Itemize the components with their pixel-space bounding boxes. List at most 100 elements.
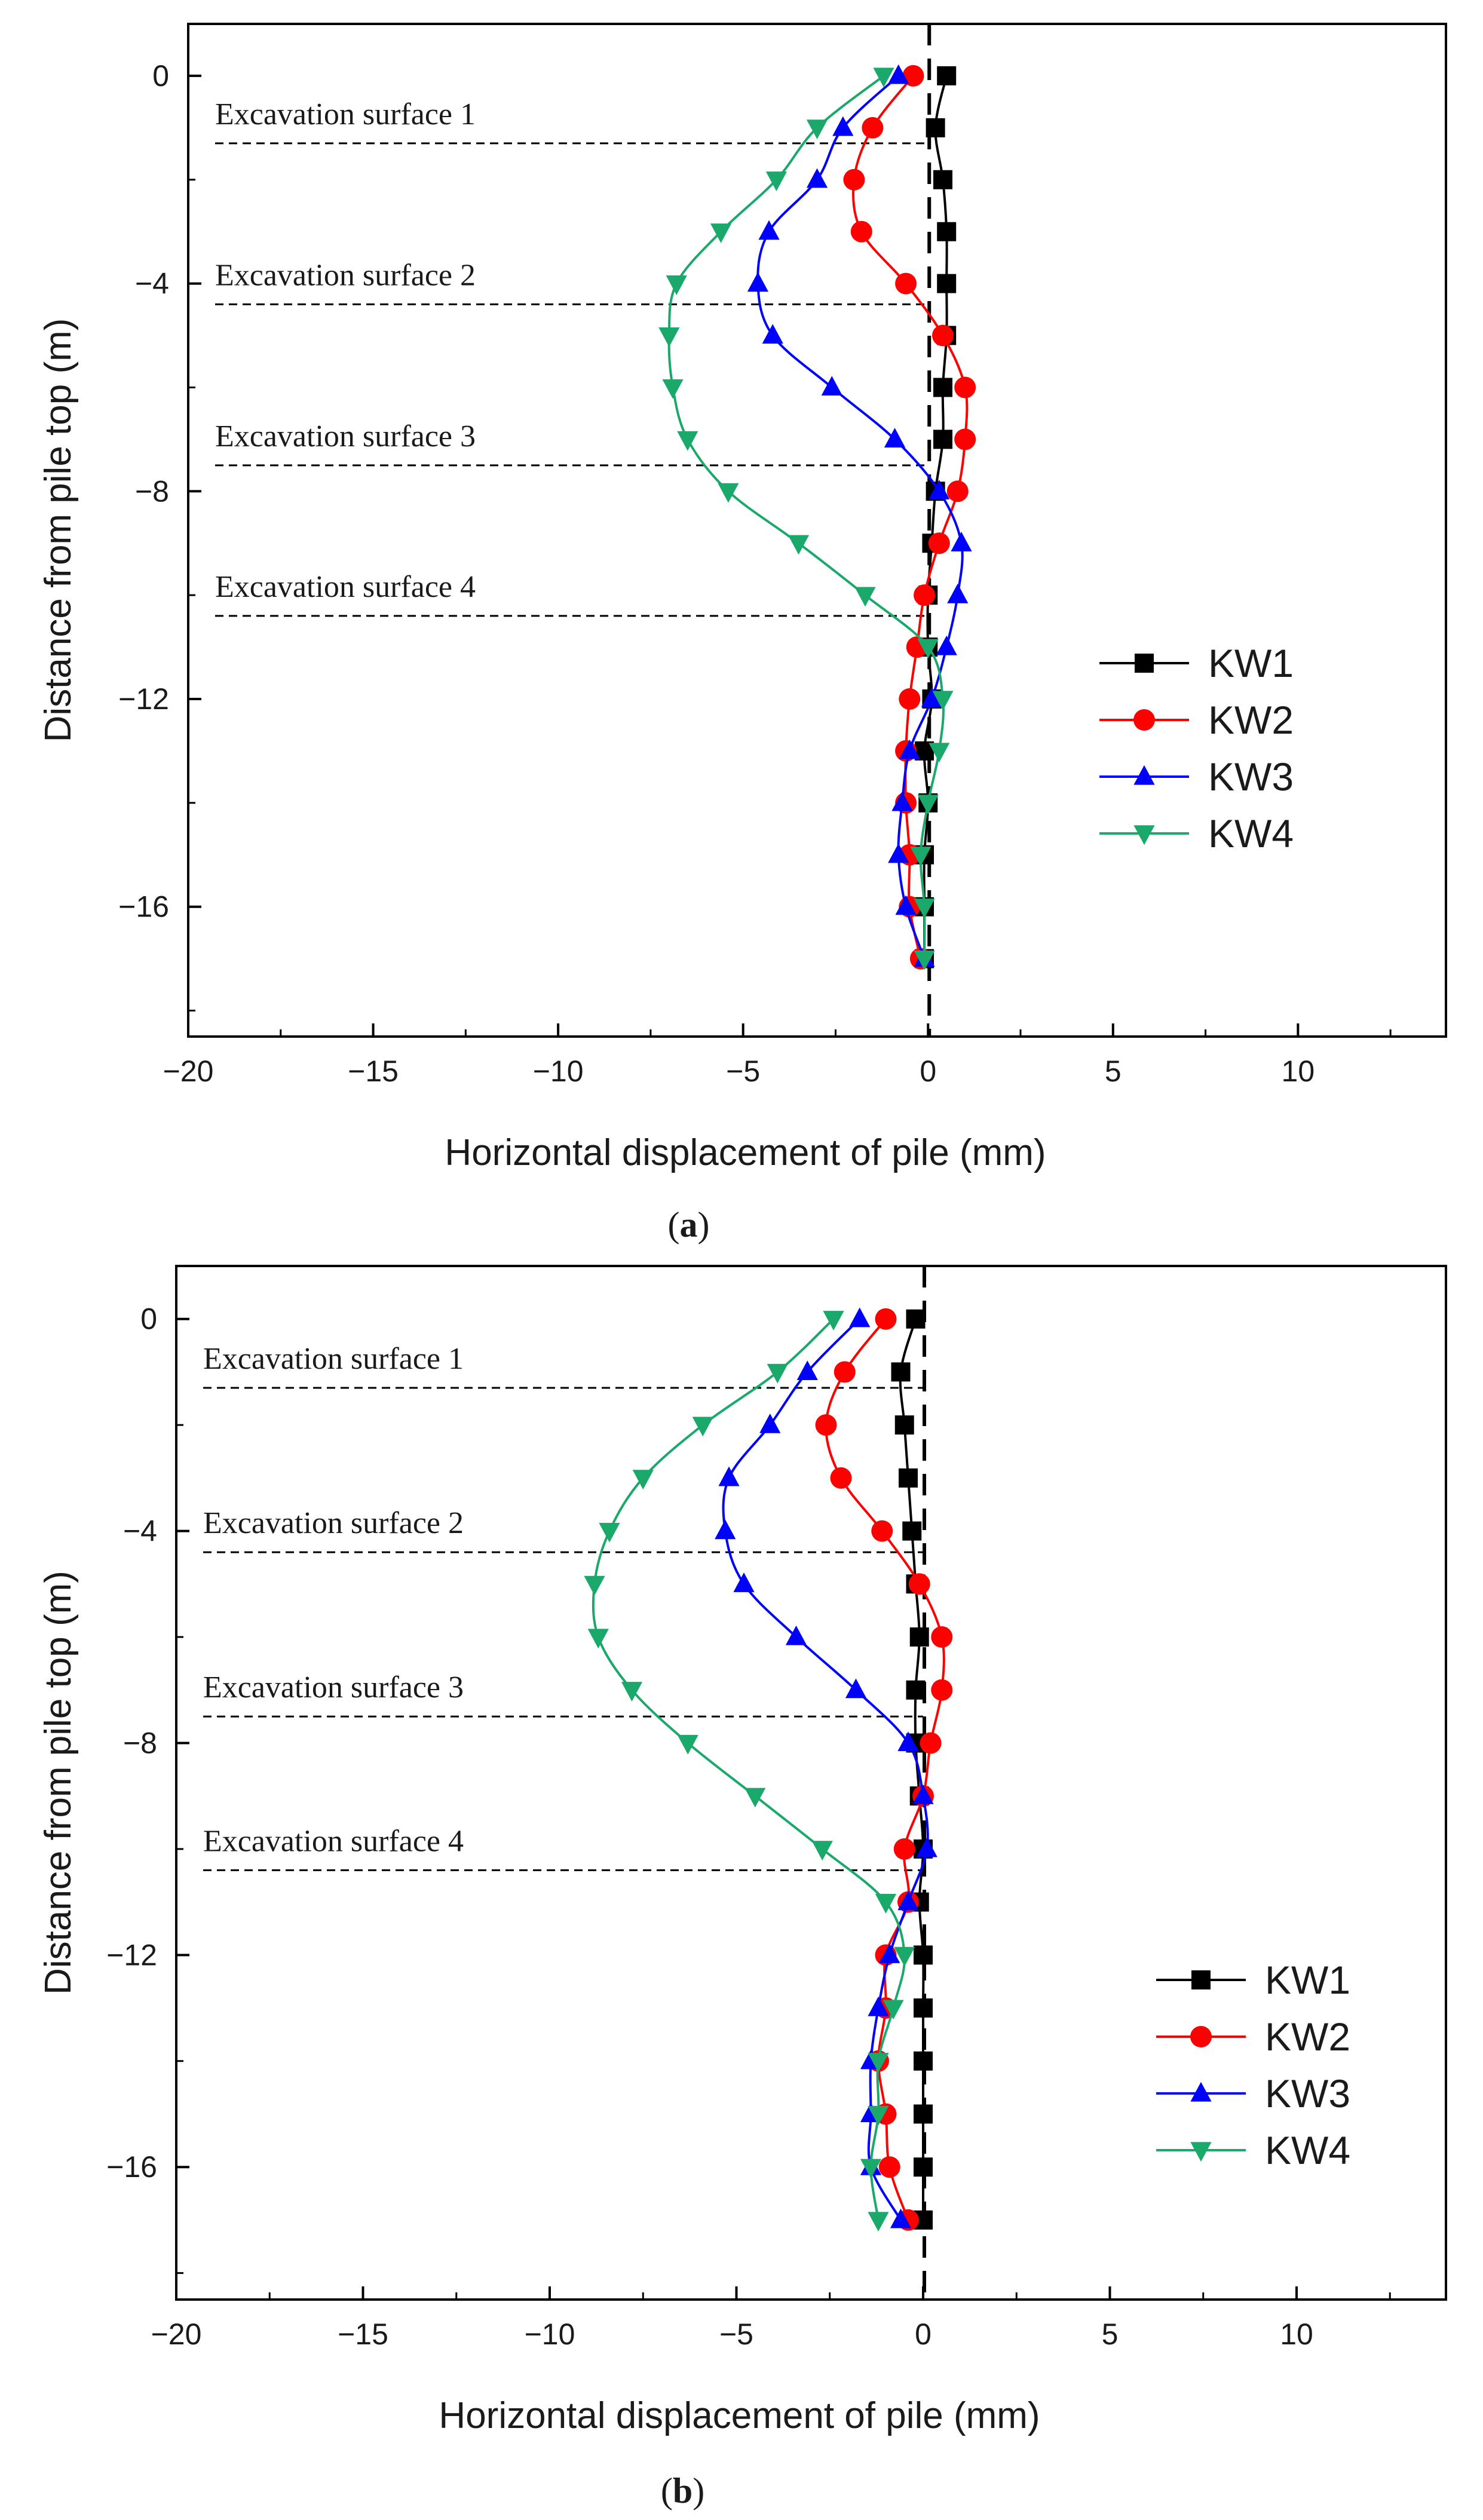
- data-point-KW4: [875, 1894, 897, 1914]
- data-point-KW2: [902, 65, 924, 87]
- data-point-KW4: [883, 2000, 904, 2020]
- y-tick-label: −8: [123, 1726, 157, 1759]
- x-tick-label: −15: [348, 1054, 399, 1088]
- data-point-KW3: [849, 1307, 871, 1328]
- data-point-KW2: [834, 1361, 856, 1383]
- y-axis-title: Distance from pile top (m): [38, 1571, 79, 1995]
- x-tick-label: −10: [525, 2317, 575, 2351]
- data-point-KW3: [715, 1519, 736, 1540]
- legend-marker-KW1: [1135, 654, 1154, 673]
- data-point-KW3: [888, 64, 909, 84]
- chart-a: −20 −15 −10 −5 0 5 10 0 −4 −8 −12 −16 Horizontal dis…: [38, 23, 1447, 1244]
- y-tick-label: −16: [106, 2150, 157, 2184]
- x-tick-label: 0: [920, 1054, 936, 1088]
- excavation-surface-label: Excavation surface 2: [215, 258, 476, 292]
- legend-marker-KW2: [1133, 709, 1155, 731]
- data-point-KW2: [931, 1679, 953, 1701]
- data-point-KW3: [929, 480, 950, 499]
- data-point-KW1: [914, 2104, 933, 2124]
- data-point-KW3: [936, 635, 957, 655]
- data-point-KW1: [926, 118, 945, 137]
- data-point-KW1: [914, 2210, 933, 2230]
- legend-marker-KW3: [1190, 2081, 1212, 2102]
- data-point-KW4: [811, 1841, 833, 1861]
- panel-label: (b): [661, 2471, 704, 2510]
- data-point-KW4: [710, 223, 732, 243]
- x-axis-title: Horizontal displacement of pile (mm): [445, 1132, 1046, 1173]
- legend-label-KW2: KW2: [1208, 698, 1294, 742]
- legend-marker-KW4: [1190, 2142, 1212, 2162]
- data-point-KW4: [767, 1363, 788, 1384]
- data-point-KW4: [677, 1734, 698, 1755]
- panel-label-open: (: [661, 2471, 673, 2510]
- y-tick-label: −8: [135, 474, 169, 508]
- data-point-KW4: [744, 1788, 766, 1808]
- data-point-KW1: [906, 1680, 926, 1700]
- y-tick-label: −16: [118, 890, 169, 924]
- data-point-KW3: [884, 428, 906, 447]
- y-axis-title: Distance from pile top (m): [38, 318, 79, 743]
- data-point-KW3: [718, 1466, 740, 1486]
- series-KW2: [815, 1308, 953, 2231]
- series-line-KW4: [667, 75, 945, 959]
- data-point-KW2: [932, 324, 954, 347]
- legend-marker-KW2: [1190, 2026, 1212, 2047]
- data-point-KW4: [621, 1682, 643, 1702]
- data-point-KW4: [587, 1629, 609, 1649]
- data-point-KW4: [860, 2159, 882, 2179]
- data-point-KW4: [854, 587, 876, 607]
- chart-b: −20 −15 −10 −5 0 5 10 0 −4 −8 −12 −16 Horizontal dis…: [38, 1265, 1447, 2510]
- data-point-KW3: [895, 895, 917, 915]
- data-point-KW4: [917, 639, 939, 659]
- data-point-KW4: [917, 795, 939, 815]
- series-KW3: [747, 64, 972, 967]
- x-tick-label: 10: [1282, 1054, 1315, 1088]
- data-point-KW2: [931, 1626, 953, 1648]
- data-point-KW3: [733, 1572, 755, 1592]
- data-point-KW2: [946, 480, 969, 502]
- excavation-surface-label: Excavation surface 1: [215, 97, 476, 131]
- data-point-KW4: [868, 2105, 889, 2126]
- data-point-KW3: [888, 843, 909, 863]
- data-point-KW1: [915, 741, 934, 761]
- data-point-KW2: [875, 1308, 897, 1330]
- plot-frame: [175, 1265, 1447, 2301]
- x-tick-label: −10: [533, 1054, 584, 1088]
- plot-frame: [187, 23, 1447, 1038]
- data-point-KW3: [796, 1360, 818, 1381]
- x-tick-label: −5: [726, 1054, 760, 1088]
- x-tick-label: −5: [719, 2317, 753, 2351]
- excavation-surface-label: Excavation surface 3: [203, 1670, 464, 1704]
- excavation-surface-label: Excavation surface 3: [215, 419, 476, 453]
- panel-b: −20 −15 −10 −5 0 5 10 0 −4 −8 −12 −16 Horizontal dis…: [0, 1260, 1483, 2520]
- data-point-KW3: [806, 168, 828, 188]
- excavation-surface-label: Excavation surface 4: [215, 570, 476, 604]
- data-point-KW1: [937, 66, 957, 85]
- data-point-KW4: [894, 1946, 915, 1967]
- data-point-KW2: [895, 272, 917, 295]
- data-point-KW2: [815, 1414, 837, 1436]
- data-point-KW4: [914, 899, 935, 918]
- x-tick-label: 10: [1280, 2317, 1313, 2351]
- data-point-KW4: [929, 743, 950, 763]
- data-point-KW3: [921, 687, 943, 707]
- panel-a: −20 −15 −10 −5 0 5 10 0 −4 −8 −12 −16 Horizontal dis…: [38, 23, 1447, 1244]
- data-point-KW4: [932, 691, 954, 711]
- y-tick-label: −4: [135, 267, 169, 301]
- legend-label-KW4: KW4: [1208, 811, 1294, 856]
- data-point-KW1: [891, 1362, 911, 1382]
- data-point-KW4: [873, 68, 894, 88]
- panel-label-close: ): [693, 2471, 704, 2510]
- x-axis-title: Horizontal displacement of pile (mm): [439, 2395, 1040, 2436]
- data-point-KW3: [868, 1996, 889, 2016]
- data-point-KW4: [788, 535, 810, 555]
- data-point-KW4: [584, 1575, 605, 1596]
- data-point-KW2: [862, 117, 884, 139]
- excavation-surface-label: Excavation surface 4: [203, 1824, 464, 1858]
- series-line-KW3: [722, 1318, 929, 2221]
- y-tick-label: −12: [118, 682, 169, 716]
- data-point-KW1: [909, 1627, 929, 1647]
- legend-label-KW1: KW1: [1208, 641, 1294, 685]
- data-point-KW4: [823, 1311, 844, 1330]
- x-tick-label: −20: [151, 2317, 202, 2351]
